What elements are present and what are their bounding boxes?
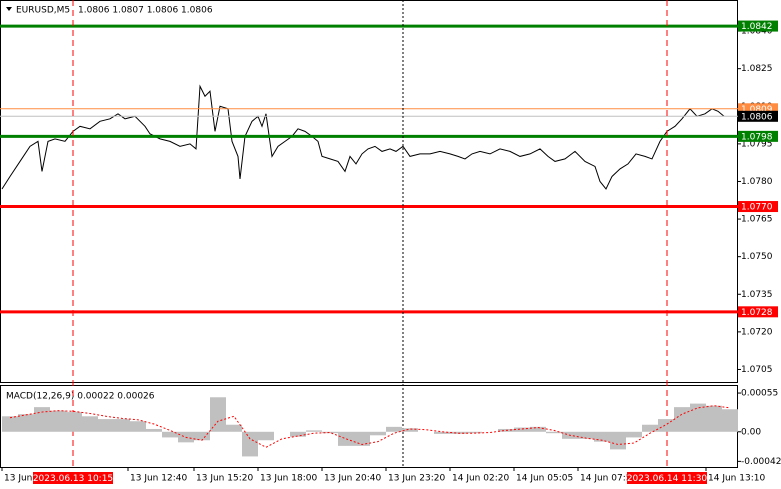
histogram-bar [162, 431, 178, 438]
y-tick-label: 1.0765 [741, 215, 773, 225]
level-label: 1.0806 [741, 112, 773, 122]
histogram-bar [194, 431, 210, 441]
histogram-bar [514, 427, 530, 432]
level-label: 1.0809 [741, 105, 773, 115]
histogram-bar [674, 407, 690, 432]
histogram-bar [434, 431, 450, 434]
y-tick-label: 0.00055 [741, 389, 778, 399]
level-label-box [738, 201, 778, 213]
x-tick-label: 14 Jun 05:05 [516, 474, 573, 484]
level-label-box [738, 130, 778, 142]
histogram-bar [2, 416, 18, 432]
histogram-bar [226, 424, 242, 432]
x-tick-label: 14 Jun 07:55 [580, 474, 637, 484]
histogram-bar [82, 416, 98, 432]
histogram-bar [34, 407, 50, 432]
level-label: 1.0770 [741, 203, 773, 213]
x-tick-label: 13 Jun 12:40 [130, 474, 187, 484]
chart-subtitle: 1.0806 1.0807 1.0806 1.0806 [78, 6, 213, 16]
histogram-bar [594, 431, 610, 442]
level-label-box [738, 20, 778, 32]
histogram-bar [530, 426, 546, 432]
y-tick-label: 1.0825 [741, 64, 773, 74]
y-tick-label: 1.0780 [741, 177, 773, 187]
histogram-bar [98, 419, 114, 432]
x-tick-label: 13 Jun 15:20 [196, 474, 253, 484]
level-label-box [738, 103, 778, 115]
chart-title: EURUSD,M5 [16, 6, 70, 16]
x-tick-label: 13 Jun 18:00 [260, 474, 317, 484]
y-tick-label: 1.0720 [741, 327, 773, 337]
histogram-bar [338, 431, 354, 446]
histogram-bar [18, 414, 34, 432]
histogram-bar [450, 431, 466, 434]
histogram-bar [354, 431, 370, 446]
time-marker-label: 2023.06.14 11:30 [627, 474, 708, 484]
histogram-bar [50, 410, 66, 432]
histogram-bar [706, 405, 722, 432]
histogram-bar [258, 431, 274, 441]
level-label-box [738, 110, 778, 122]
price-line [1, 84, 725, 190]
histogram-bar [290, 431, 306, 437]
x-tick-label: 13 Jun 20:40 [324, 474, 381, 484]
histogram-bar [146, 428, 162, 432]
histogram-bar [402, 428, 418, 432]
level-label: 1.0842 [741, 22, 773, 32]
y-tick-label: 1.0840 [741, 27, 773, 37]
x-tick-label: 13 Jun 23:20 [388, 474, 445, 484]
level-label-box [738, 306, 778, 318]
histogram-bar [210, 397, 226, 432]
histogram-bar [130, 421, 146, 432]
menu-arrow[interactable] [6, 7, 12, 11]
histogram-bar [722, 409, 738, 432]
histogram-bar [114, 419, 130, 432]
histogram-bar [322, 431, 338, 434]
y-tick-label: 1.0735 [741, 290, 773, 300]
histogram-bar [658, 419, 674, 432]
level-label: 1.0728 [741, 308, 773, 318]
histogram-bar [466, 431, 482, 434]
y-tick-label: 0.00 [741, 427, 761, 437]
histogram-bar [690, 403, 706, 432]
y-tick-label: -0.00042 [741, 457, 781, 467]
time-marker-label: 2023.06.13 10:15 [33, 474, 113, 484]
y-tick-label: 1.0705 [741, 365, 773, 375]
histogram-bar [578, 431, 594, 439]
histogram-bar [242, 431, 258, 457]
x-tick-label: 14 Jun 02:20 [452, 474, 509, 484]
histogram-bar [66, 412, 82, 432]
histogram-bar [626, 431, 642, 438]
signal-line [9, 405, 731, 448]
histogram-bar [642, 424, 658, 432]
histogram-bar [386, 426, 402, 432]
histogram-bar [610, 431, 626, 450]
histogram-bar [306, 430, 322, 432]
histogram-bar [546, 431, 562, 434]
y-tick-label: 1.0795 [741, 139, 773, 149]
x-tick-label: 13 Jun [4, 474, 32, 484]
x-tick-label: 14 Jun 13:10 [708, 474, 765, 484]
level-label: 1.0798 [741, 132, 773, 142]
time-marker-box [627, 472, 707, 484]
time-marker-box [33, 472, 113, 484]
histogram-bar [370, 431, 386, 436]
y-tick-label: 1.0750 [741, 252, 773, 262]
price-pane [0, 0, 738, 383]
indicator-title: MACD(12,26,9) 0.00022 0.00026 [6, 392, 155, 402]
